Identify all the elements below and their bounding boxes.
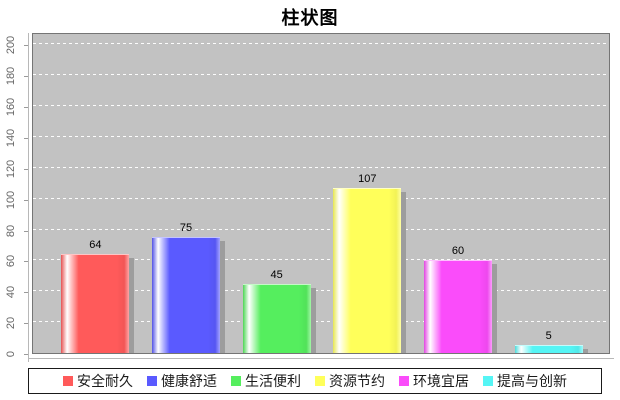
y-tick-60 [24,261,28,263]
y-tick-180 [24,76,28,78]
y-tick-label-180: 180 [5,67,17,86]
gridline-80 [33,228,609,230]
bar-1-安全耐久[interactable] [61,254,130,353]
bar-value-label-1: 64 [89,239,102,252]
legend-item-提高与创新[interactable]: 提高与创新 [483,371,567,391]
legend-swatch-icon [147,376,157,386]
bar-2-健康舒适[interactable] [152,237,220,353]
y-tick-40 [24,292,28,294]
y-tick-140 [24,137,28,139]
gridline-60 [33,259,609,261]
y-tick-120 [24,168,28,170]
legend-item-安全耐久[interactable]: 安全耐久 [63,371,133,391]
gridline-20 [33,321,609,323]
y-tick-label-60: 60 [5,255,17,268]
legend-label: 安全耐久 [77,373,133,389]
y-tick-20 [24,323,28,325]
y-tick-label-200: 200 [5,36,17,55]
y-tick-label-20: 20 [5,317,17,330]
y-tick-160 [24,107,28,109]
plot-area: 64 75 45 107 60 5 [32,33,610,354]
y-tick-label-140: 140 [5,128,17,148]
bar-value-label-3: 45 [270,268,283,281]
legend: 安全耐久 健康舒适 生活便利 资源节约 环境宜居 提高与创新 [28,368,602,394]
gridline-200 [33,43,609,45]
legend-item-资源节约[interactable]: 资源节约 [315,371,385,391]
legend-swatch-icon [231,376,241,386]
y-tick-80 [24,230,28,232]
legend-swatch-icon [399,376,409,386]
legend-swatch-icon [315,376,325,386]
y-tick-200 [24,45,28,47]
bar-value-label-5: 60 [451,245,465,258]
y-tick-label-0: 0 [5,350,17,358]
y-tick-0 [24,354,28,355]
chart-title: 柱状图 [281,8,339,28]
bar-4-资源节约[interactable] [333,187,402,353]
legend-label: 资源节约 [329,373,385,389]
legend-swatch-icon [483,376,493,386]
y-tick-label-160: 160 [5,97,17,117]
y-tick-label-100: 100 [5,190,17,209]
y-tick-label-120: 120 [5,159,17,178]
x-axis-line [28,358,614,359]
bar-value-label-6: 5 [545,330,552,343]
legend-label: 生活便利 [245,373,301,389]
legend-label: 环境宜居 [413,373,469,389]
y-tick-label-80: 80 [5,224,17,237]
gridline-120 [33,166,609,168]
y-tick-100 [24,199,28,201]
gridline-160 [33,105,609,107]
legend-label: 提高与创新 [497,373,567,389]
y-tick-label-40: 40 [5,286,17,299]
gridline-100 [33,197,609,199]
legend-item-环境宜居[interactable]: 环境宜居 [399,371,469,391]
bar-6-提高与创新[interactable] [514,345,583,353]
y-axis-line [28,33,29,362]
legend-item-生活便利[interactable]: 生活便利 [231,371,301,391]
legend-label: 健康舒适 [161,373,217,389]
bar-value-label-2: 75 [179,222,193,235]
bar-5-环境宜居[interactable] [424,260,492,353]
bar-3-生活便利[interactable] [242,283,311,353]
gridline-40 [33,290,609,292]
bar-value-label-4: 107 [358,172,377,185]
legend-swatch-icon [63,376,73,386]
gridline-140 [33,135,609,137]
gridline-180 [33,74,609,76]
legend-item-健康舒适[interactable]: 健康舒适 [147,371,217,391]
